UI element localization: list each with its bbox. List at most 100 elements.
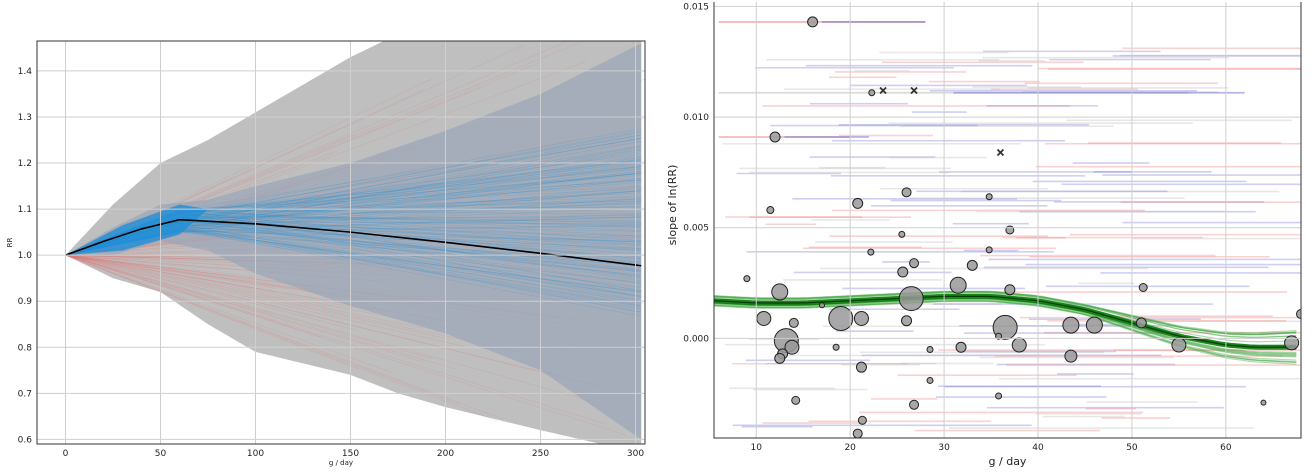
data-point <box>853 310 869 326</box>
data-point <box>1171 337 1187 353</box>
right-x-tick-label: 60 <box>1220 443 1232 453</box>
left-y-tick-label: 1.1 <box>18 205 32 215</box>
trend-ensemble-line <box>714 300 1297 363</box>
trend-ensemble-line <box>714 291 1297 336</box>
data-point <box>1062 316 1080 334</box>
left-y-tick-label: 0.8 <box>18 343 33 353</box>
data-point <box>901 315 913 327</box>
trend-ensemble-line <box>714 291 1297 335</box>
right-chart: 10 20 30 40 50 60 0.000 0.005 0.010 0.015 g / day s… <box>666 2 1302 468</box>
ensemble-line-red <box>65 254 424 329</box>
right-y-tick-label: 0.010 <box>683 113 709 123</box>
left-y-tick-label: 0.9 <box>18 297 33 307</box>
trend-ensemble-line <box>714 300 1297 363</box>
ensemble-line-red <box>65 254 275 321</box>
inner-uncertainty-band <box>65 43 642 440</box>
data-point <box>995 332 1003 340</box>
ensemble-line-red <box>65 254 445 339</box>
data-point <box>926 345 934 353</box>
data-point <box>867 248 875 256</box>
left-chart: 0 50 100 150 200 250 300 0.6 0.7 0.8 0.9 1.0 1.1 1.2 1… <box>6 40 646 467</box>
data-point <box>897 266 909 278</box>
ensemble-line-red <box>65 254 222 270</box>
right-y-tick-label: 0.015 <box>683 2 709 12</box>
left-x-tick-label: 100 <box>247 449 264 459</box>
ensemble-line-red <box>65 254 327 308</box>
right-x-tick-label: 10 <box>751 443 763 453</box>
data-point <box>857 415 867 425</box>
left-x-axis-label: g / day <box>329 459 353 467</box>
ensemble-line-red <box>65 254 394 374</box>
data-point <box>771 283 789 301</box>
data-point <box>985 246 993 254</box>
trend-ensemble-line <box>714 291 1297 335</box>
left-y-tick-label: 1.2 <box>18 159 32 169</box>
data-point <box>766 206 775 215</box>
data-point <box>828 305 854 331</box>
data-point <box>819 302 826 309</box>
cross-marker <box>910 86 918 95</box>
ensemble-line-red <box>65 254 221 275</box>
right-x-tick-label: 20 <box>844 443 856 453</box>
left-y-tick-label: 0.6 <box>18 435 33 445</box>
trend-ensemble-line <box>714 298 1297 357</box>
data-point <box>784 339 800 355</box>
data-point <box>743 275 751 283</box>
left-x-tick-label: 300 <box>627 449 644 459</box>
data-point <box>901 187 912 198</box>
ensemble-line-red <box>65 254 424 363</box>
data-point <box>1260 399 1267 406</box>
trend-ensemble-line <box>714 291 1297 336</box>
left-y-tick-label: 1.4 <box>18 67 33 77</box>
trend-ensemble-line <box>714 292 1297 338</box>
data-point <box>926 376 934 384</box>
data-point <box>852 197 864 209</box>
data-point <box>855 361 867 373</box>
data-point <box>769 131 781 143</box>
ensemble-line-red <box>65 254 604 388</box>
right-x-tick-label: 50 <box>1126 443 1138 453</box>
left-x-tick-label: 0 <box>63 449 69 459</box>
data-point <box>791 395 801 405</box>
data-point <box>774 352 786 364</box>
left-x-tick-label: 200 <box>437 449 454 459</box>
trend-ensemble-line <box>714 292 1297 339</box>
data-point <box>966 259 978 271</box>
data-point <box>1011 337 1027 353</box>
cross-marker <box>996 148 1005 157</box>
left-plot-area <box>65 41 645 444</box>
right-y-tick-label: 0.000 <box>683 334 709 344</box>
trend-ensemble-line <box>714 300 1297 364</box>
ensemble-line-red <box>65 254 357 331</box>
ensemble-line-red <box>65 254 626 436</box>
data-point <box>995 392 1003 400</box>
data-point <box>909 399 920 410</box>
ensemble-line-red <box>65 254 278 289</box>
ensemble-line-red <box>65 254 606 406</box>
ensemble-line-red <box>65 254 272 316</box>
ensemble-line-red <box>65 254 324 339</box>
left-x-tick-label: 50 <box>155 449 167 459</box>
trend-ensemble-line <box>714 299 1297 361</box>
ensemble-line-red <box>65 254 341 296</box>
left-y-axis-label: RR <box>6 238 14 248</box>
data-point <box>909 258 920 269</box>
ensemble-line-red <box>65 254 276 293</box>
data-point <box>1138 283 1148 293</box>
ensemble-line-red <box>65 254 455 370</box>
left-plot-frame <box>36 40 646 445</box>
left-y-tick-label: 1.3 <box>18 113 32 123</box>
trend-ensemble-line <box>714 291 1297 336</box>
data-point <box>1064 349 1078 363</box>
data-point <box>788 317 799 328</box>
cross-marker <box>879 86 887 95</box>
data-point <box>898 286 924 312</box>
data-point <box>898 230 906 238</box>
data-point <box>1284 335 1300 351</box>
right-x-tick-label: 30 <box>938 443 950 453</box>
left-y-tick-label: 1.0 <box>18 251 33 261</box>
left-x-tick-label: 150 <box>342 449 359 459</box>
data-point <box>1135 317 1147 329</box>
ensemble-line-red <box>65 254 605 425</box>
